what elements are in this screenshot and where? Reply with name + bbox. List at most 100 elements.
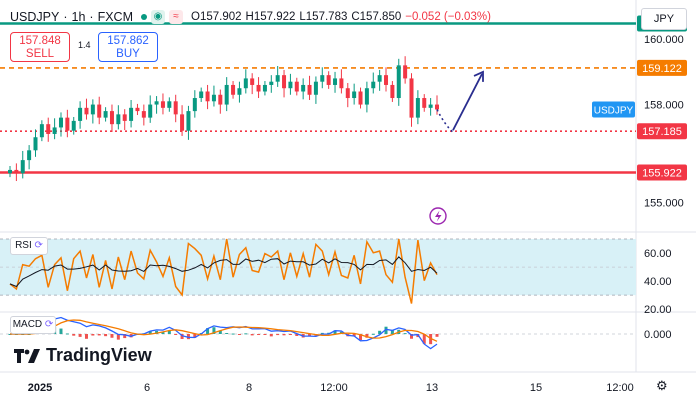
rsi-ma-line[interactable]: [9, 256, 438, 288]
candle[interactable]: [275, 66, 280, 87]
candle[interactable]: [8, 165, 12, 178]
candle[interactable]: [352, 83, 357, 105]
symbol-header[interactable]: USDJPY · 1h · FXCM ◉ ≈ O157.902 H157.922…: [10, 6, 491, 28]
candle[interactable]: [269, 75, 274, 93]
candle[interactable]: [243, 69, 248, 94]
candle[interactable]: [14, 163, 19, 182]
candle[interactable]: [262, 81, 267, 96]
currency-button[interactable]: JPY: [641, 8, 687, 30]
candle[interactable]: [211, 85, 216, 107]
candle[interactable]: [231, 81, 236, 99]
candle[interactable]: [384, 67, 389, 92]
macd-histogram-bar: [59, 328, 63, 334]
lightning-icon[interactable]: [429, 207, 447, 225]
close-value: C157.850: [351, 11, 402, 23]
candle[interactable]: [371, 72, 376, 94]
tradingview-logo[interactable]: TradingView: [14, 345, 152, 366]
candle[interactable]: [46, 117, 51, 142]
candle[interactable]: [192, 90, 197, 118]
candle[interactable]: [20, 150, 25, 179]
candle[interactable]: [364, 81, 369, 113]
candle[interactable]: [294, 77, 299, 96]
price-tag-155.922[interactable]: 155.922: [637, 164, 687, 181]
candle[interactable]: [97, 96, 102, 125]
refresh-icon[interactable]: ⟳: [34, 240, 43, 251]
candle[interactable]: [307, 75, 312, 100]
candle[interactable]: [154, 96, 159, 114]
macd-histogram-bar: [97, 334, 101, 336]
candle[interactable]: [320, 67, 325, 89]
settings-gear-icon[interactable]: ⚙: [656, 378, 668, 393]
candle[interactable]: [39, 120, 44, 142]
price-tag-157.185[interactable]: 157.185: [637, 123, 687, 140]
candle[interactable]: [27, 145, 32, 170]
candle[interactable]: [167, 97, 172, 112]
candle[interactable]: [288, 73, 293, 95]
candle[interactable]: [345, 82, 350, 108]
candle[interactable]: [358, 87, 363, 109]
candle[interactable]: [250, 73, 255, 95]
candle[interactable]: [301, 78, 306, 100]
projection-arrow-line[interactable]: [452, 73, 483, 131]
candle[interactable]: [52, 118, 57, 140]
symbol-tag[interactable]: USDJPY: [592, 101, 635, 118]
candle[interactable]: [84, 98, 89, 120]
candle[interactable]: [199, 87, 204, 102]
candle[interactable]: [390, 81, 395, 102]
candle[interactable]: [129, 99, 134, 128]
macd-legend[interactable]: MACD ⟳: [10, 316, 56, 334]
eye-icon[interactable]: ◉: [151, 10, 165, 24]
macd-line[interactable]: [10, 316, 438, 350]
candle[interactable]: [58, 112, 63, 137]
candle[interactable]: [396, 58, 401, 106]
candle[interactable]: [282, 69, 287, 98]
candle[interactable]: [71, 116, 76, 135]
rsi-line[interactable]: [9, 238, 438, 304]
candle[interactable]: [109, 104, 114, 133]
macd-histogram-bar: [237, 334, 241, 335]
candle[interactable]: [90, 99, 95, 124]
candle[interactable]: [186, 105, 191, 140]
price-tag-159.122[interactable]: 159.122: [637, 59, 687, 76]
candle[interactable]: [237, 81, 242, 103]
candle[interactable]: [333, 71, 338, 93]
candle[interactable]: [122, 109, 127, 131]
candle-body: [415, 98, 420, 118]
candle[interactable]: [160, 93, 165, 115]
candle[interactable]: [205, 84, 210, 110]
candle[interactable]: [65, 109, 70, 138]
candle[interactable]: [435, 95, 439, 115]
rsi-legend[interactable]: RSI ⟳: [10, 237, 48, 255]
buy-button[interactable]: 157.862 BUY: [98, 32, 158, 62]
candle[interactable]: [78, 101, 83, 129]
candle[interactable]: [377, 69, 382, 91]
candle[interactable]: [135, 103, 140, 116]
candle[interactable]: [180, 105, 185, 136]
candle[interactable]: [218, 89, 223, 114]
interval-label[interactable]: 1h: [71, 10, 86, 24]
candle[interactable]: [116, 105, 121, 130]
candle[interactable]: [141, 104, 146, 126]
sell-button[interactable]: 157.848 SELL: [10, 32, 70, 62]
candle[interactable]: [403, 56, 408, 84]
signal-line[interactable]: [10, 319, 438, 342]
candle[interactable]: [313, 76, 318, 104]
candle[interactable]: [103, 107, 108, 122]
candle[interactable]: [256, 77, 261, 99]
candle[interactable]: [173, 94, 178, 123]
macd-histogram-bar: [422, 334, 426, 344]
candle[interactable]: [422, 94, 427, 112]
candle[interactable]: [409, 73, 414, 127]
candle[interactable]: [415, 90, 420, 125]
symbol-name[interactable]: USDJPY: [10, 10, 60, 24]
wave-icon[interactable]: ≈: [169, 10, 183, 24]
candle[interactable]: [428, 98, 433, 116]
candle[interactable]: [326, 71, 331, 89]
candle[interactable]: [339, 69, 344, 94]
refresh-icon[interactable]: ⟳: [44, 319, 54, 330]
candle[interactable]: [224, 77, 229, 112]
candle[interactable]: [33, 129, 38, 157]
candle[interactable]: [148, 95, 153, 123]
candle-body: [301, 84, 306, 92]
